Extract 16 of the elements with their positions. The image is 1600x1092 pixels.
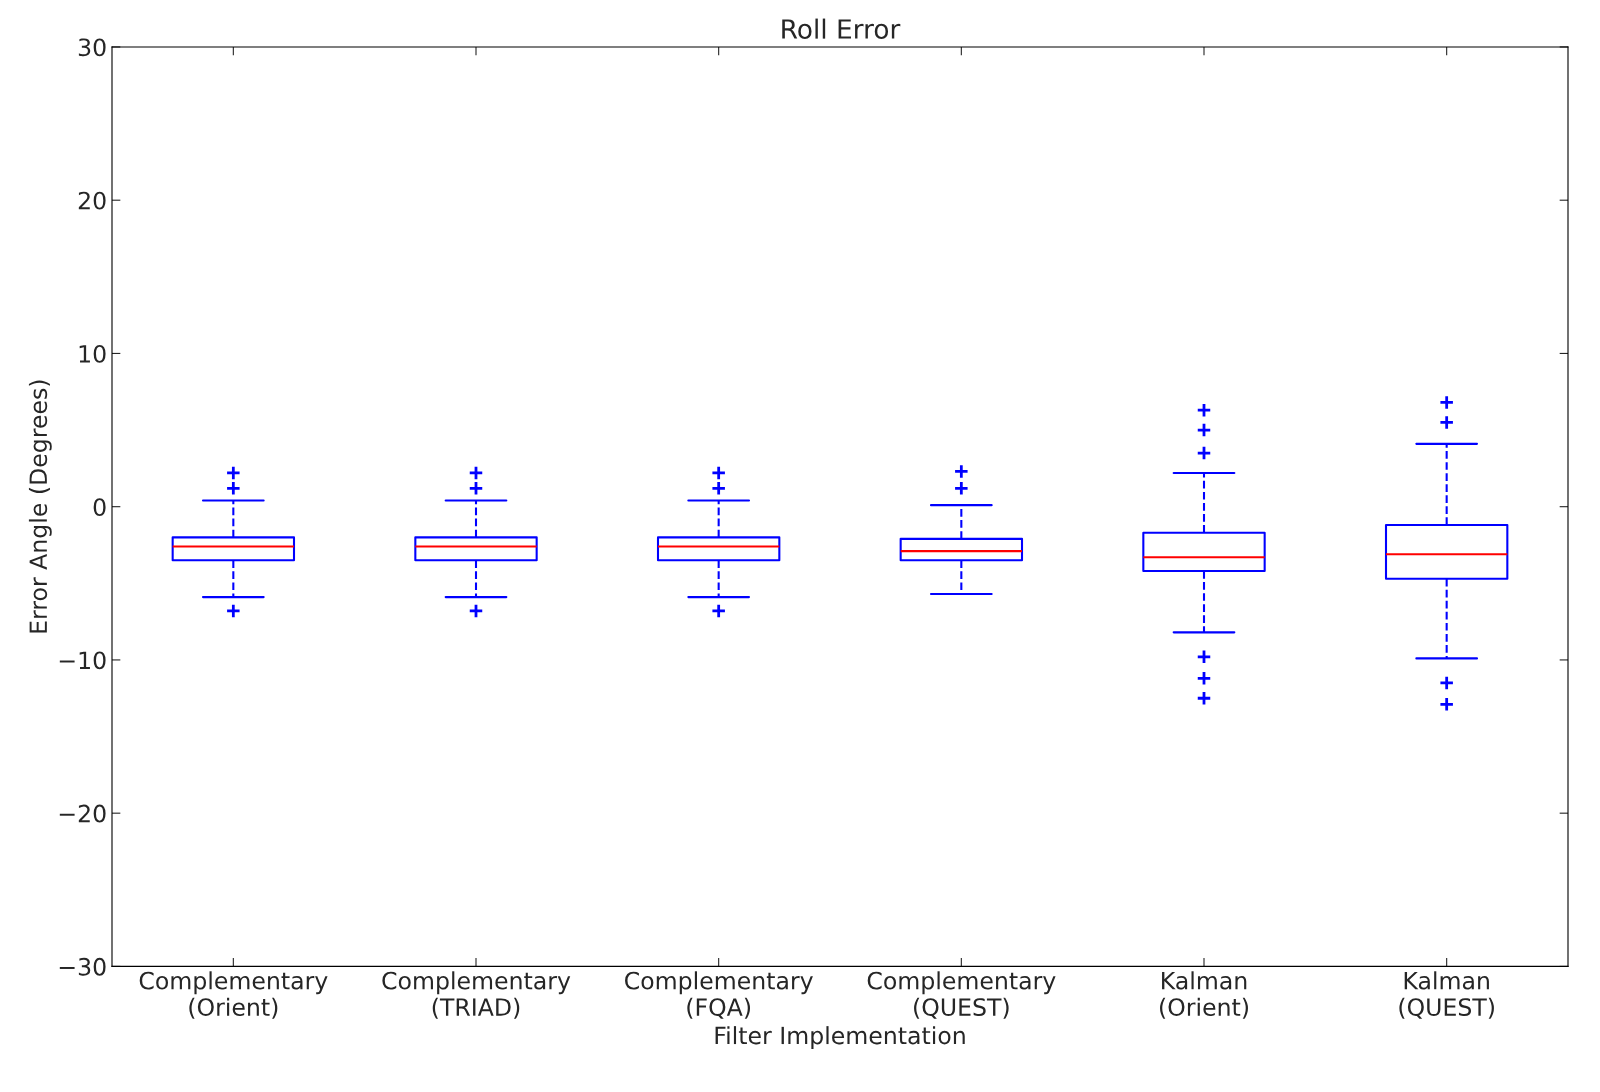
x-tick-label: Complementary (Orient) bbox=[139, 971, 328, 1019]
y-tick-label: 20 bbox=[78, 191, 106, 210]
x-tick-label: Complementary (QUEST) bbox=[867, 971, 1056, 1019]
y-axis-title: Error Angle (Degrees) bbox=[28, 380, 52, 633]
x-axis-title: Filter Implementation bbox=[715, 1026, 965, 1049]
y-tick-label: 30 bbox=[78, 38, 106, 57]
y-tick-label: −20 bbox=[59, 804, 106, 823]
y-tick-label: −10 bbox=[59, 651, 106, 670]
x-tick-label: Kalman (Orient) bbox=[1160, 971, 1248, 1019]
y-tick-label: 0 bbox=[93, 498, 106, 516]
x-tick-label: Kalman (QUEST) bbox=[1399, 971, 1494, 1019]
y-tick-label: −30 bbox=[59, 957, 106, 976]
x-tick-label: Complementary (TRIAD) bbox=[382, 971, 571, 1019]
chart-title: Roll Error bbox=[782, 18, 901, 39]
x-tick-label: Complementary (FQA) bbox=[625, 971, 813, 1019]
y-tick-label: 10 bbox=[79, 344, 106, 363]
